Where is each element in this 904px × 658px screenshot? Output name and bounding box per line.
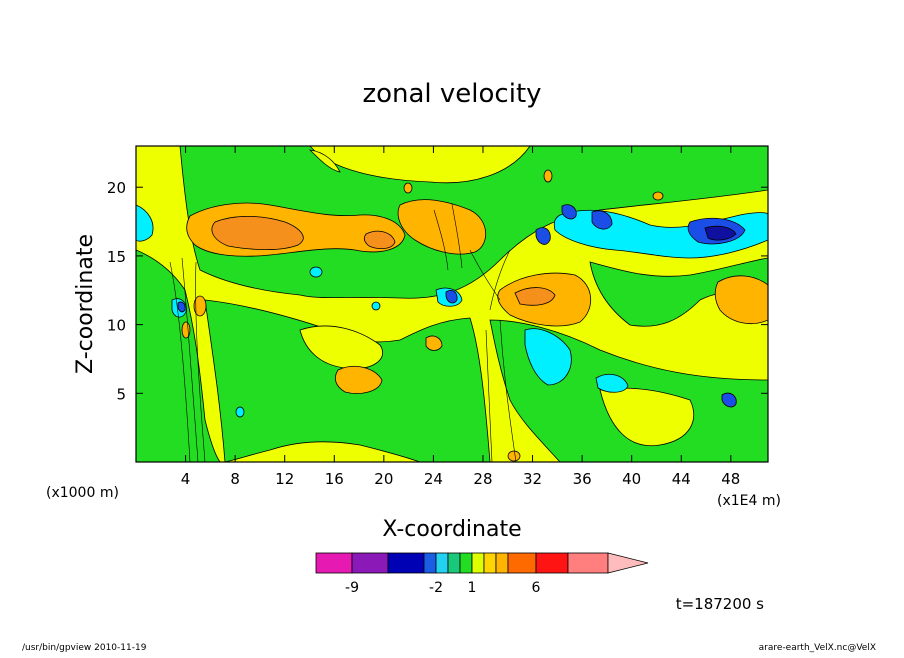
contour-region-blue	[561, 204, 577, 220]
contour-region-yellow	[299, 325, 383, 370]
contour-cell-cyan	[371, 301, 381, 311]
x-tick-label: 48	[721, 470, 740, 488]
contour-region-navy	[704, 225, 737, 241]
contour-cell-orange	[193, 295, 207, 317]
colorbar-swatch	[387, 552, 425, 574]
colorbar-swatch	[567, 552, 609, 574]
y-tick-label: 5	[116, 385, 126, 403]
colorbar: -9 -2 1 6	[315, 552, 649, 596]
y-axis: 5 10 15 20	[107, 179, 768, 403]
contour-region-blue	[177, 301, 186, 313]
chart-title: zonal velocity	[362, 79, 541, 109]
colorbar-swatch	[459, 552, 473, 574]
x-tick-label: 4	[181, 470, 191, 488]
contour-region-cyan	[524, 328, 572, 386]
contour-region-blue	[721, 392, 737, 408]
colorbar-swatch	[447, 552, 461, 574]
contour-region-blue	[591, 210, 613, 230]
x-tick-label: 20	[374, 470, 393, 488]
contour-region-cyan	[136, 204, 154, 242]
colorbar-swatch	[423, 552, 437, 574]
x-tick-label: 16	[325, 470, 344, 488]
x-tick-label: 24	[424, 470, 443, 488]
contour-region-cyan	[595, 373, 629, 393]
colorbar-swatch	[507, 552, 537, 574]
contour-region-yellow	[308, 149, 341, 173]
contour-cell-orange	[652, 191, 664, 201]
colorbar-label: 1	[468, 580, 477, 596]
colorbar-label: -9	[345, 580, 359, 596]
colorbar-swatch	[495, 552, 509, 574]
x-tick-label: 32	[523, 470, 542, 488]
y-tick-label: 20	[107, 179, 126, 197]
footer-right: arare-earth_VelX.nc@VelX	[759, 643, 876, 653]
x-axis-label: X-coordinate	[382, 517, 521, 542]
y-tick-label: 10	[107, 317, 126, 335]
colorbar-label: 6	[532, 580, 541, 596]
x-tick-label: 8	[230, 470, 240, 488]
contour-region-orange	[425, 335, 443, 351]
colorbar-swatch	[483, 552, 497, 574]
contour-region-orange	[714, 275, 768, 324]
contour-cell-cyan	[235, 406, 245, 418]
contour-region-yellow	[599, 387, 695, 447]
contour-lines	[169, 203, 517, 462]
x-tick-label: 36	[573, 470, 592, 488]
time-label: t=187200 s	[676, 595, 764, 613]
contour-cell-cyan	[309, 266, 323, 278]
colorbar-swatch	[535, 552, 569, 574]
contour-region-orange-strong	[211, 216, 304, 251]
plot-frame	[135, 145, 769, 463]
y-axis-scale-note: (x1000 m)	[46, 485, 119, 501]
x-tick-label: 44	[672, 470, 691, 488]
colorbar-swatch	[471, 552, 485, 574]
colorbar-label: -2	[429, 580, 443, 596]
colorbar-swatch	[351, 552, 389, 574]
contour-region-blue	[535, 227, 551, 245]
contour-cell-orange	[543, 169, 553, 183]
x-tick-label: 12	[275, 470, 294, 488]
contour-region-orange	[334, 366, 383, 394]
x-axis-scale-note: (x1E4 m)	[717, 493, 781, 509]
x-tick-label: 28	[473, 470, 492, 488]
colorbar-swatch	[315, 552, 353, 574]
colorbar-swatch	[435, 552, 449, 574]
footer-left: /usr/bin/gpview 2010-11-19	[22, 643, 147, 653]
contour-cell-orange	[181, 321, 191, 339]
y-tick-label: 15	[107, 248, 126, 266]
y-axis-label: Z-coordinate	[73, 234, 98, 374]
contour-region-blue	[445, 290, 458, 304]
colorbar-arrow	[607, 552, 649, 574]
contour-region-orange-strong	[363, 230, 396, 250]
contour-cell-orange	[403, 182, 413, 194]
x-tick-label: 40	[622, 470, 641, 488]
x-axis: 4 8 12 16 20 24 28 32 36 40 44 48	[181, 146, 740, 488]
contour-region-orange	[397, 199, 487, 255]
contour-region-orange-strong	[514, 287, 556, 306]
contour-cell-orange	[507, 450, 521, 462]
